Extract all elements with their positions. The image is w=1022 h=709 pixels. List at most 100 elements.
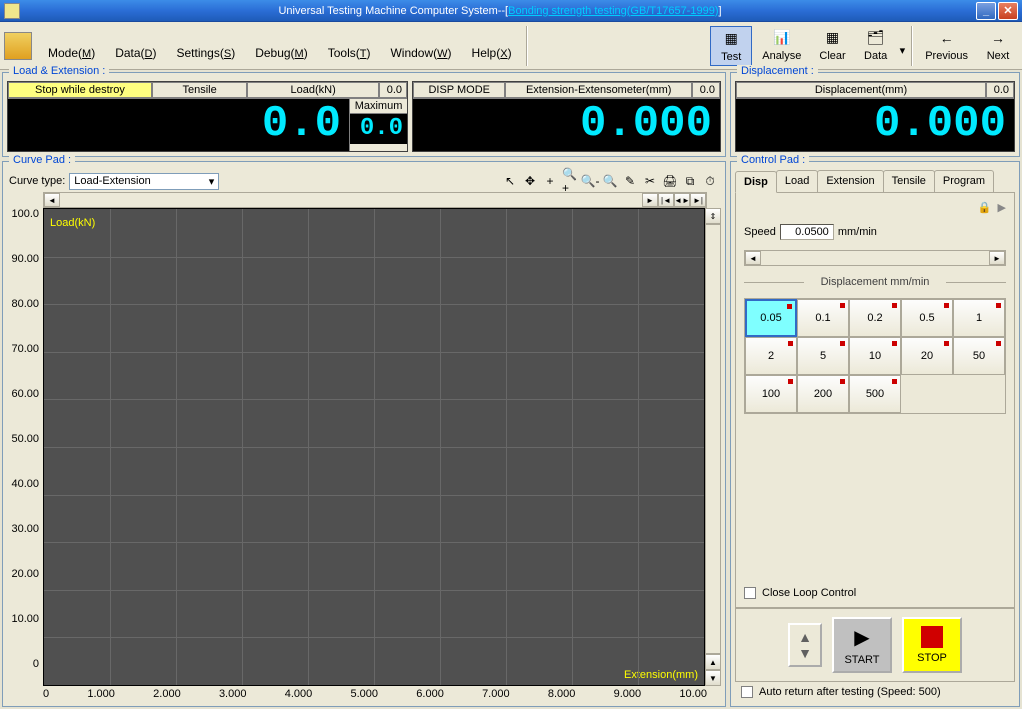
- auto-return-checkbox[interactable]: [741, 686, 753, 698]
- chart-vscroll[interactable]: ⇕ ▲ ▼: [705, 208, 721, 686]
- scroll-up-button[interactable]: ▲: [705, 654, 721, 670]
- extension-display: 0.000: [413, 99, 720, 151]
- clear-icon: ▦: [821, 28, 845, 48]
- menu-item[interactable]: Tools(T): [318, 28, 381, 64]
- load-value-small: 0.0: [379, 82, 407, 98]
- menu-item[interactable]: Settings(S): [166, 28, 245, 64]
- toolbar-clear-button[interactable]: ▦Clear: [811, 26, 853, 66]
- scroll-left-button[interactable]: ◄: [44, 193, 60, 207]
- curve-tool-button[interactable]: 🔍-: [581, 172, 599, 190]
- toolbar-data-button[interactable]: 🗂Data: [856, 26, 896, 66]
- curve-tool-button[interactable]: 🔍+: [561, 172, 579, 190]
- toolbar-analyse-button[interactable]: 📊Analyse: [754, 26, 809, 66]
- curve-tool-button[interactable]: ↖: [501, 172, 519, 190]
- tab-disp[interactable]: Disp: [735, 171, 777, 193]
- y-tick: 20.00: [11, 568, 39, 580]
- speed-preset-button[interactable]: 1: [953, 299, 1005, 337]
- speed-label: Speed: [744, 226, 776, 238]
- y-tick: 60.00: [11, 388, 39, 400]
- displacement-display: 0.000: [736, 99, 1014, 151]
- close-button[interactable]: ✕: [998, 2, 1018, 20]
- load-label-cell: Load(kN): [247, 82, 379, 98]
- speed-preset-button[interactable]: 0.05: [745, 299, 797, 337]
- app-icon: [4, 3, 20, 19]
- curve-tool-button[interactable]: ✥: [521, 172, 539, 190]
- curve-tool-button[interactable]: ⧉: [681, 172, 699, 190]
- speed-preset-button[interactable]: 10: [849, 337, 901, 375]
- title-link[interactable]: Bonding strength testing(GB/T17657-1999): [508, 5, 718, 17]
- chevron-right-icon[interactable]: ▶: [998, 201, 1006, 214]
- y-tick: 80.00: [11, 298, 39, 310]
- control-pad-panel: Control Pad : DispLoadExtensionTensilePr…: [730, 161, 1020, 707]
- slider-left-button[interactable]: ◄: [745, 251, 761, 265]
- curve-tool-button[interactable]: 🖨: [661, 172, 679, 190]
- curve-tool-button[interactable]: 🔍: [601, 172, 619, 190]
- x-tick: 2.000: [153, 688, 181, 700]
- app-icon-small: [4, 32, 32, 60]
- curve-pad-panel: Curve Pad : Curve type: Load-Extension▾ …: [2, 161, 726, 707]
- menu-item[interactable]: Help(X): [462, 28, 522, 64]
- speed-preset-button[interactable]: 0.1: [797, 299, 849, 337]
- speed-preset-button[interactable]: 200: [797, 375, 849, 413]
- menu-item[interactable]: Debug(M): [245, 28, 318, 64]
- chart-plot[interactable]: Load(kN) Extension(mm): [43, 208, 705, 686]
- curve-type-select[interactable]: Load-Extension▾: [69, 173, 219, 190]
- tab-extension[interactable]: Extension: [817, 170, 883, 192]
- curve-tool-button[interactable]: ✎: [621, 172, 639, 190]
- speed-preset-button[interactable]: 50: [953, 337, 1005, 375]
- stop-while-destroy-cell[interactable]: Stop while destroy: [8, 82, 152, 98]
- toolbar-next-button[interactable]: →Next: [978, 26, 1018, 66]
- x-tick: 5.000: [351, 688, 379, 700]
- speed-preset-button[interactable]: 20: [901, 337, 953, 375]
- menu-item[interactable]: Data(D): [105, 28, 166, 64]
- maximum-label: Maximum: [350, 99, 407, 114]
- speed-preset-button[interactable]: 500: [849, 375, 901, 413]
- curve-tool-button[interactable]: ⏱: [701, 172, 719, 190]
- toolbar-previous-button[interactable]: ←Previous: [917, 26, 976, 66]
- speed-preset-button[interactable]: 0.2: [849, 299, 901, 337]
- chart-hscroll[interactable]: ◄ ► |◄ ◄► ►|: [43, 192, 707, 208]
- speed-preset-button[interactable]: 5: [797, 337, 849, 375]
- speed-slider[interactable]: ◄ ►: [744, 250, 1006, 266]
- scroll-down-button[interactable]: ▼: [705, 670, 721, 686]
- y-tick: 0: [33, 658, 39, 670]
- tab-load[interactable]: Load: [776, 170, 818, 192]
- titlebar-text: Universal Testing Machine Computer Syste…: [24, 5, 976, 17]
- scroll-aux1-button[interactable]: |◄: [658, 193, 674, 207]
- curve-type-label: Curve type:: [9, 175, 65, 187]
- tab-program[interactable]: Program: [934, 170, 994, 192]
- scroll-aux2-button[interactable]: ◄►: [674, 193, 690, 207]
- data-icon: 🗂: [864, 28, 888, 48]
- tensile-cell[interactable]: Tensile: [152, 82, 247, 98]
- previous-icon: ←: [935, 28, 959, 48]
- speed-preset-button[interactable]: 0.5: [901, 299, 953, 337]
- speed-preset-button[interactable]: 2: [745, 337, 797, 375]
- slider-right-button[interactable]: ►: [989, 251, 1005, 265]
- toolbar-data-dropdown[interactable]: ▾: [898, 26, 908, 66]
- displacement-value-small: 0.0: [986, 82, 1014, 98]
- menubar: Mode(M)Data(D)Settings(S)Debug(M)Tools(T…: [0, 22, 1022, 70]
- vscroll-aux-button[interactable]: ⇕: [705, 208, 721, 224]
- disp-mode-cell[interactable]: DISP MODE: [413, 82, 505, 98]
- updown-button[interactable]: ▲▼: [788, 623, 822, 667]
- start-button[interactable]: ▶ START: [832, 617, 892, 673]
- minimize-button[interactable]: _: [976, 2, 996, 20]
- menu-item[interactable]: Window(W): [380, 28, 461, 64]
- curve-tool-button[interactable]: ✂: [641, 172, 659, 190]
- scroll-right-button[interactable]: ►: [642, 193, 658, 207]
- curve-tool-button[interactable]: +: [541, 172, 559, 190]
- load-extension-panel: Load & Extension : Stop while destroy Te…: [2, 72, 726, 157]
- tab-tensile[interactable]: Tensile: [883, 170, 935, 192]
- scroll-aux3-button[interactable]: ►|: [690, 193, 706, 207]
- speed-input[interactable]: 0.0500: [780, 224, 834, 240]
- stop-button[interactable]: STOP: [902, 617, 962, 673]
- y-axis-label: Load(kN): [50, 217, 95, 229]
- x-tick: 6.000: [416, 688, 444, 700]
- toolbar-test-button[interactable]: ▦Test: [710, 26, 752, 66]
- maximum-display: 0.0: [350, 114, 407, 144]
- menu-item[interactable]: Mode(M): [38, 28, 105, 64]
- auto-return-label: Auto return after testing (Speed: 500): [759, 686, 941, 698]
- lock-icon[interactable]: 🔒: [978, 201, 992, 214]
- close-loop-checkbox[interactable]: [744, 587, 756, 599]
- speed-preset-button[interactable]: 100: [745, 375, 797, 413]
